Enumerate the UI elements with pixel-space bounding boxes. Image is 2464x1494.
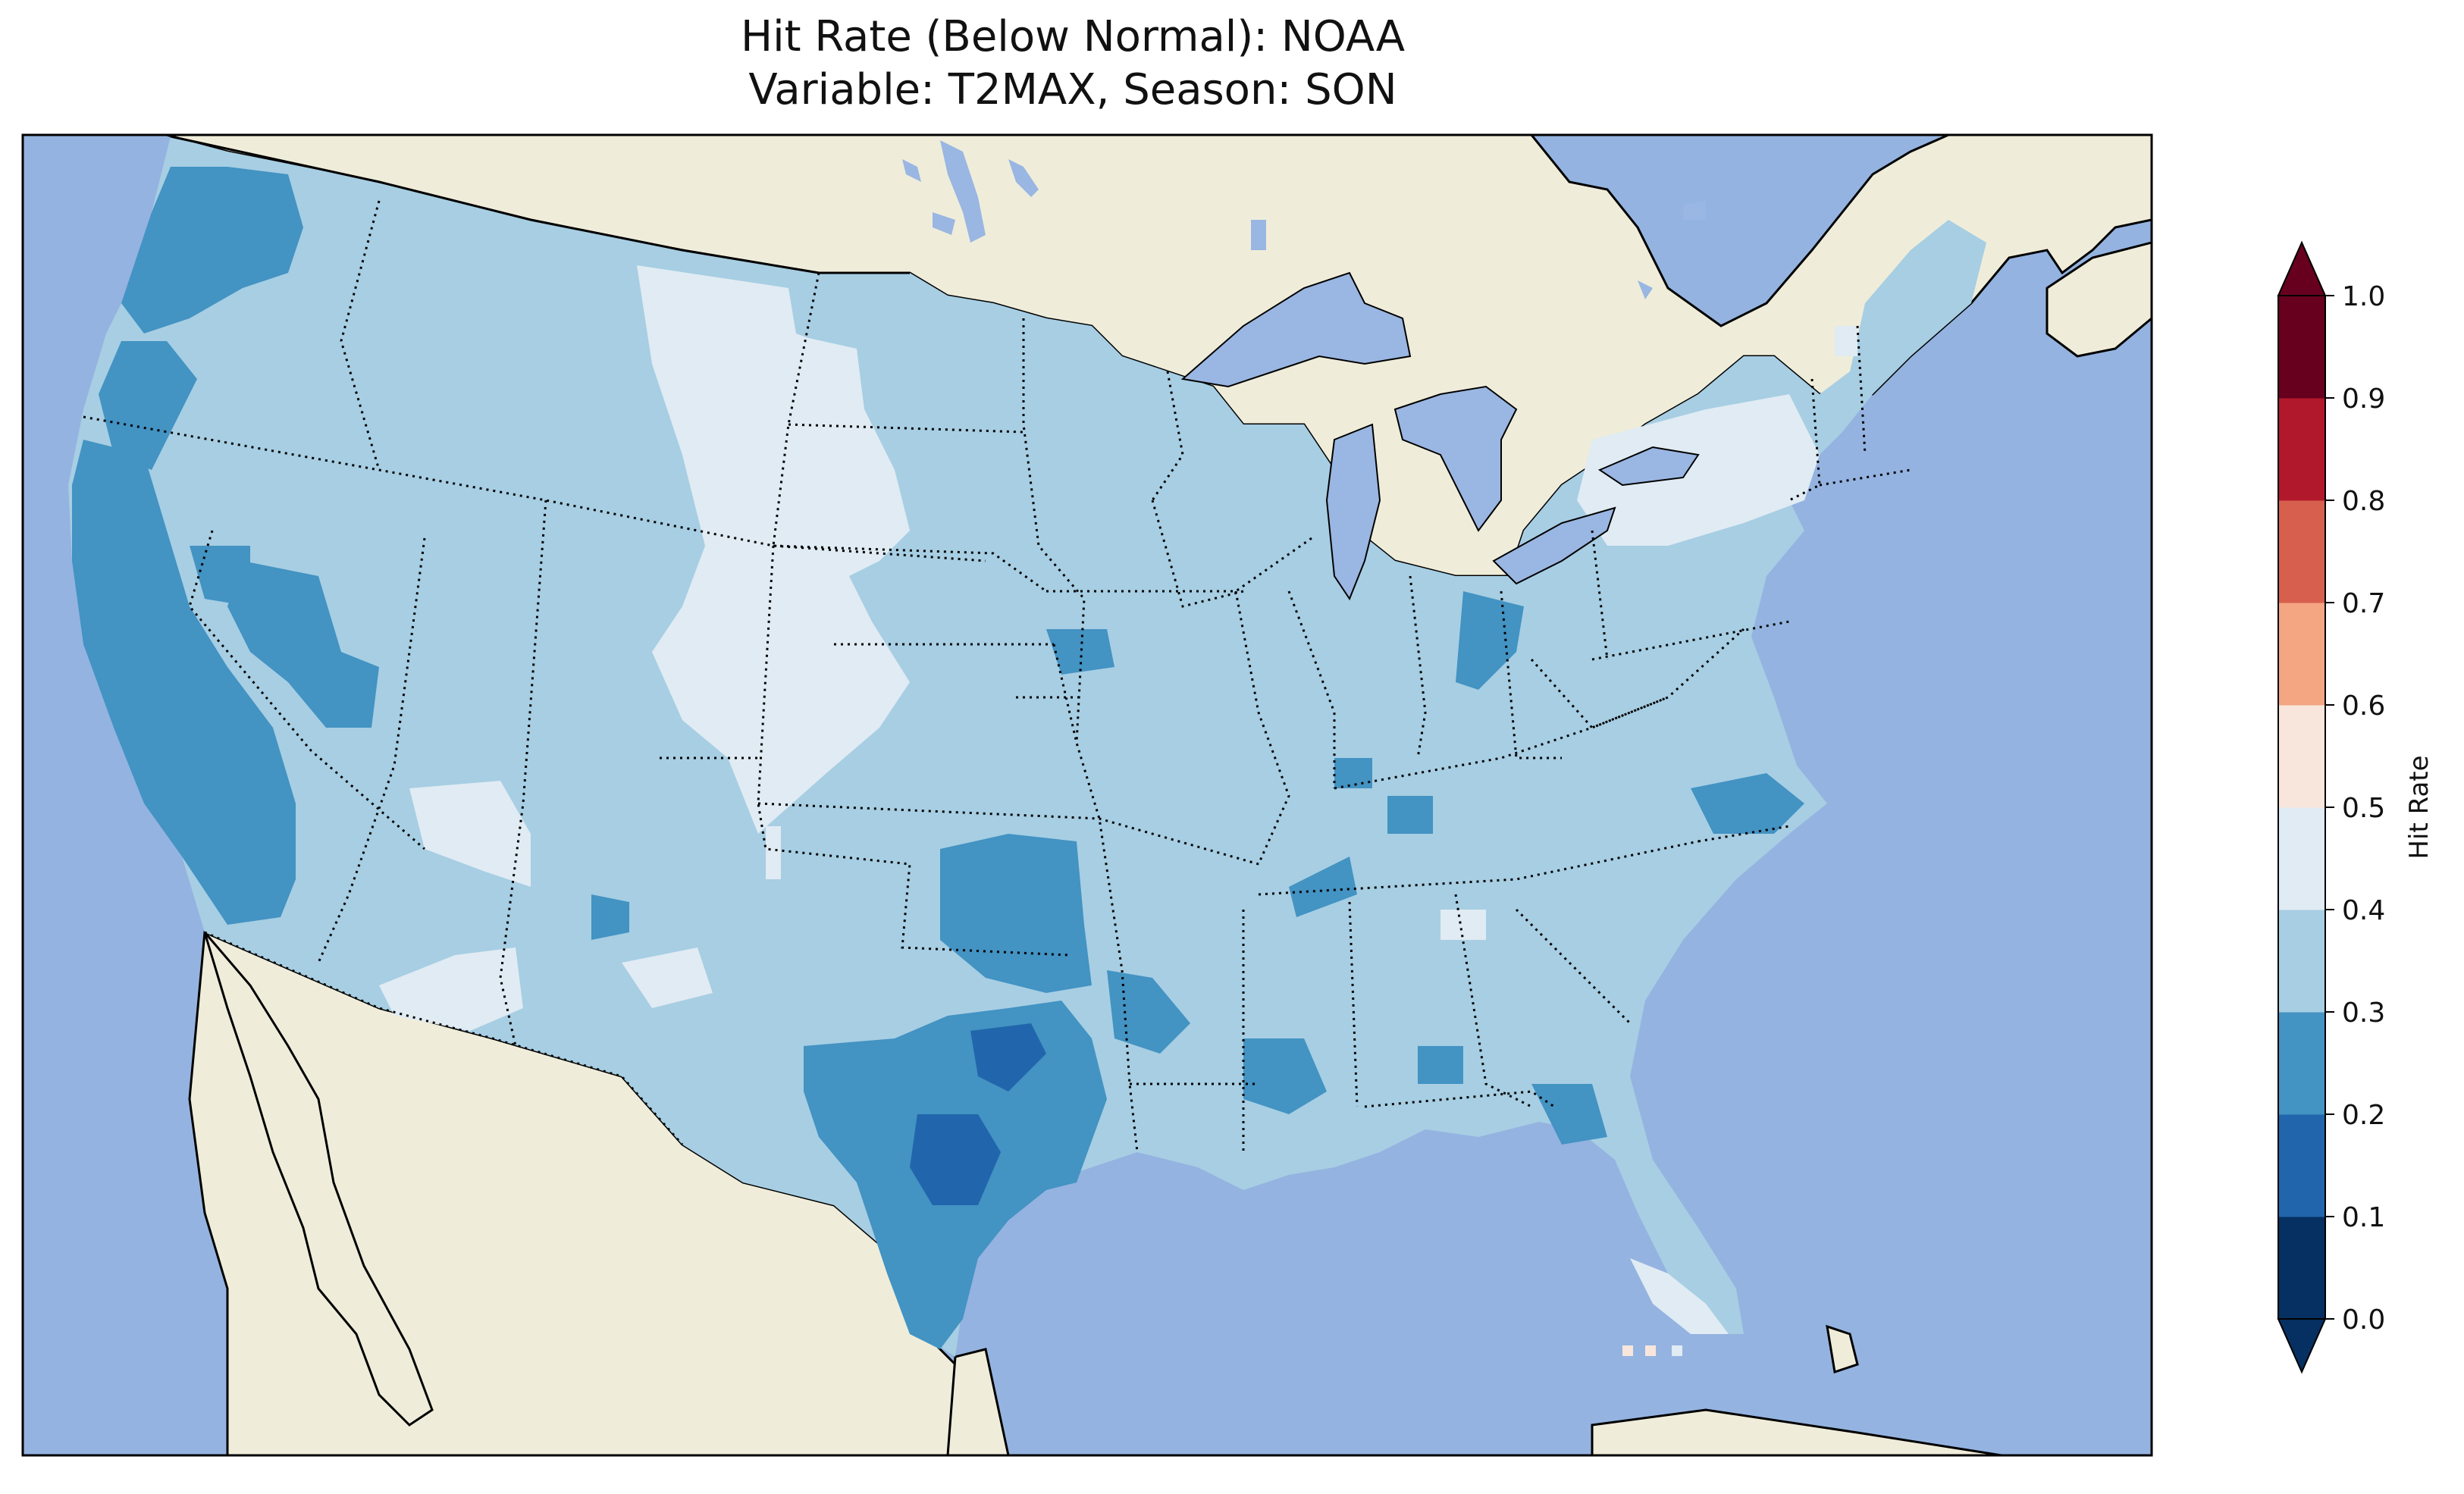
colorbar-tick-label: 0.7 (2342, 588, 2385, 619)
colorbar-tick-label: 0.9 (2342, 384, 2385, 415)
colorbar-bin (2278, 1217, 2325, 1320)
colorbar-extend-max (2277, 240, 2327, 296)
colorbar-bin (2278, 807, 2325, 910)
colorbar-bin (2278, 1012, 2325, 1115)
colorbar-tick-label: 0.3 (2342, 998, 2385, 1029)
map-area (23, 135, 2152, 1455)
hit-rate-0.2-0.3-regions (72, 167, 1804, 1349)
mexico-gulf-land (946, 1348, 1010, 1455)
great-lakes (1180, 271, 1700, 601)
title-line-1: Hit Rate (Below Normal): NOAA (740, 12, 1406, 61)
map-frame (21, 133, 2153, 1457)
hit-rate-0.4-0.5-regions (379, 265, 1857, 1334)
hit-rate-0.1-0.2-regions (910, 1023, 1046, 1205)
colorbar-bin (2278, 296, 2325, 399)
baja-land (203, 932, 434, 1427)
figure-title: Hit Rate (Below Normal): NOAA Variable: … (0, 11, 2146, 117)
colorbar-tick-label: 0.1 (2342, 1202, 2385, 1233)
colorbar-extend-min (2277, 1318, 2327, 1374)
maritimes-land (2045, 241, 2152, 358)
state-boundaries (83, 200, 1911, 1153)
colorbar-tick-label: 0.4 (2342, 895, 2385, 926)
colorbar-tick-label: 0.8 (2342, 486, 2385, 517)
colorbar-tick-label: 1.0 (2342, 281, 2385, 312)
colorbar-tick-label: 0.2 (2342, 1100, 2385, 1131)
canadian-lakes (902, 140, 1706, 299)
florida-keys (1622, 1345, 1682, 1356)
colorbar-tick-label: 0.0 (2342, 1305, 2385, 1336)
colorbar-bin (2278, 910, 2325, 1013)
colorbar: 0.0 0.1 0.2 0.3 0.4 0.5 0.6 0.7 0.8 0.9 1.0 Hit Rat… (2277, 240, 2434, 1374)
cuba-land (1591, 1408, 2002, 1455)
us-mexico-border (204, 931, 684, 1145)
us-canada-border (170, 135, 910, 274)
colorbar-tick-label: 0.5 (2342, 793, 2385, 824)
colorbar-bin (2278, 1114, 2325, 1217)
colorbar-tick-label: 0.6 (2342, 691, 2385, 722)
colorbar-label: Hit Rate (2404, 755, 2434, 859)
title-line-2: Variable: T2MAX, Season: SON (748, 65, 1397, 114)
colorbar-bin (2278, 705, 2325, 808)
colorbar-bin (2278, 398, 2325, 501)
colorbar-bin (2278, 500, 2325, 603)
bahamas (1826, 1324, 1859, 1373)
colorbar-bin (2278, 603, 2325, 706)
conus-base (68, 136, 1986, 1357)
